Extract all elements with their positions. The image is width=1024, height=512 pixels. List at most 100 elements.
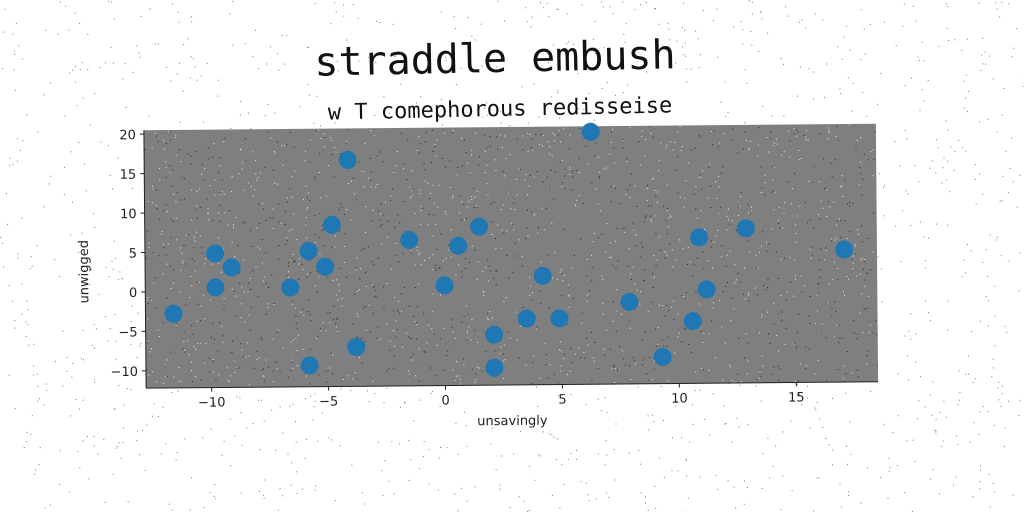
- plot-noise-speck: [200, 320, 202, 322]
- scatter-point: [222, 258, 241, 277]
- plot-noise-speck: [625, 194, 627, 196]
- plot-noise-speck: [622, 139, 624, 141]
- plot-noise-speck: [211, 220, 213, 222]
- plot-noise-speck: [675, 259, 677, 261]
- noise-speck: [258, 491, 260, 492]
- plot-noise-speck: [319, 328, 321, 330]
- noise-speck: [12, 33, 14, 35]
- plot-noise-speck: [207, 158, 209, 160]
- plot-noise-speck: [188, 354, 190, 356]
- noise-speck: [44, 29, 46, 31]
- plot-noise-speck: [333, 305, 335, 307]
- plot-noise-speck: [165, 142, 167, 144]
- plot-noise-speck: [342, 378, 344, 380]
- noise-speck: [551, 434, 553, 436]
- plot-noise-speck: [269, 217, 271, 219]
- noise-speck: [20, 149, 21, 151]
- noise-speck: [761, 488, 763, 489]
- plot-noise-speck: [629, 197, 631, 199]
- plot-noise-speck: [680, 149, 682, 152]
- plot-noise-speck: [173, 221, 175, 223]
- noise-speck: [1005, 150, 1007, 152]
- plot-noise-speck: [672, 266, 674, 268]
- noise-speck: [822, 19, 824, 21]
- plot-noise-speck: [528, 185, 530, 187]
- plot-noise-speck: [481, 370, 483, 372]
- plot-noise-speck: [463, 219, 465, 221]
- plot-noise-speck: [500, 247, 502, 249]
- noise-speck: [118, 384, 120, 386]
- plot-noise-speck: [859, 273, 861, 275]
- plot-noise-speck: [737, 215, 739, 217]
- noise-speck: [643, 47, 645, 49]
- plot-noise-speck: [295, 322, 297, 324]
- plot-noise-speck: [499, 134, 501, 136]
- plot-noise-speck: [605, 167, 607, 169]
- noise-speck: [772, 465, 774, 467]
- noise-speck: [987, 411, 989, 413]
- plot-noise-speck: [410, 250, 412, 252]
- plot-noise-speck: [634, 359, 636, 361]
- plot-noise-speck: [540, 134, 542, 136]
- plot-noise-speck: [292, 367, 294, 369]
- noise-speck: [928, 237, 930, 239]
- plot-noise-speck: [250, 230, 252, 232]
- plot-noise-speck: [171, 185, 173, 187]
- y-tick-label: 10: [120, 207, 137, 222]
- noise-speck: [77, 251, 79, 253]
- plot-noise-speck: [183, 330, 185, 332]
- plot-noise-speck: [320, 197, 322, 199]
- plot-noise-speck: [617, 370, 619, 372]
- noise-speck: [712, 393, 714, 395]
- noise-speck: [808, 68, 810, 70]
- noise-speck: [93, 324, 95, 326]
- noise-speck: [136, 45, 138, 47]
- noise-speck: [782, 431, 784, 433]
- noise-speck: [386, 387, 388, 389]
- noise-speck: [978, 433, 980, 435]
- plot-noise-speck: [307, 207, 309, 209]
- plot-noise-speck: [816, 310, 818, 312]
- noise-speck: [557, 438, 558, 440]
- plot-noise-speck: [512, 271, 514, 273]
- noise-speck: [428, 483, 430, 485]
- plot-noise-speck: [495, 170, 497, 172]
- noise-speck: [1011, 55, 1013, 57]
- plot-noise-speck: [194, 270, 196, 272]
- plot-noise-speck: [250, 288, 252, 290]
- plot-noise-speck: [811, 254, 814, 256]
- plot-noise-speck: [533, 176, 535, 178]
- plot-noise-speck: [416, 322, 418, 324]
- plot-noise-speck: [506, 230, 508, 232]
- plot-noise-speck: [292, 300, 294, 302]
- plot-noise-speck: [246, 342, 248, 344]
- plot-noise-speck: [288, 262, 290, 264]
- plot-noise-speck: [857, 333, 859, 335]
- plot-noise-speck: [442, 260, 444, 262]
- plot-noise-speck: [374, 290, 376, 292]
- plot-noise-speck: [466, 337, 468, 339]
- noise-speck: [78, 142, 80, 144]
- plot-noise-speck: [767, 333, 769, 335]
- noise-speck: [580, 481, 582, 482]
- plot-noise-speck: [845, 373, 847, 375]
- plot-noise-speck: [496, 136, 498, 138]
- plot-noise-speck: [309, 348, 311, 350]
- plot-noise-speck: [758, 127, 760, 129]
- plot-noise-speck: [786, 291, 788, 293]
- plot-noise-speck: [305, 224, 307, 226]
- plot-noise-speck: [386, 323, 388, 325]
- plot-noise-speck: [420, 264, 422, 266]
- noise-speck: [640, 4, 641, 6]
- plot-noise-speck: [739, 281, 741, 283]
- plot-noise-speck: [809, 295, 811, 297]
- noise-speck: [257, 68, 259, 69]
- plot-noise-speck: [797, 380, 799, 382]
- plot-noise-speck: [603, 348, 605, 350]
- noise-speck: [114, 408, 116, 410]
- noise-speck: [508, 125, 510, 127]
- noise-speck: [704, 419, 706, 421]
- plot-noise-speck: [174, 137, 176, 139]
- plot-noise-speck: [536, 170, 538, 172]
- noise-speck: [832, 464, 833, 466]
